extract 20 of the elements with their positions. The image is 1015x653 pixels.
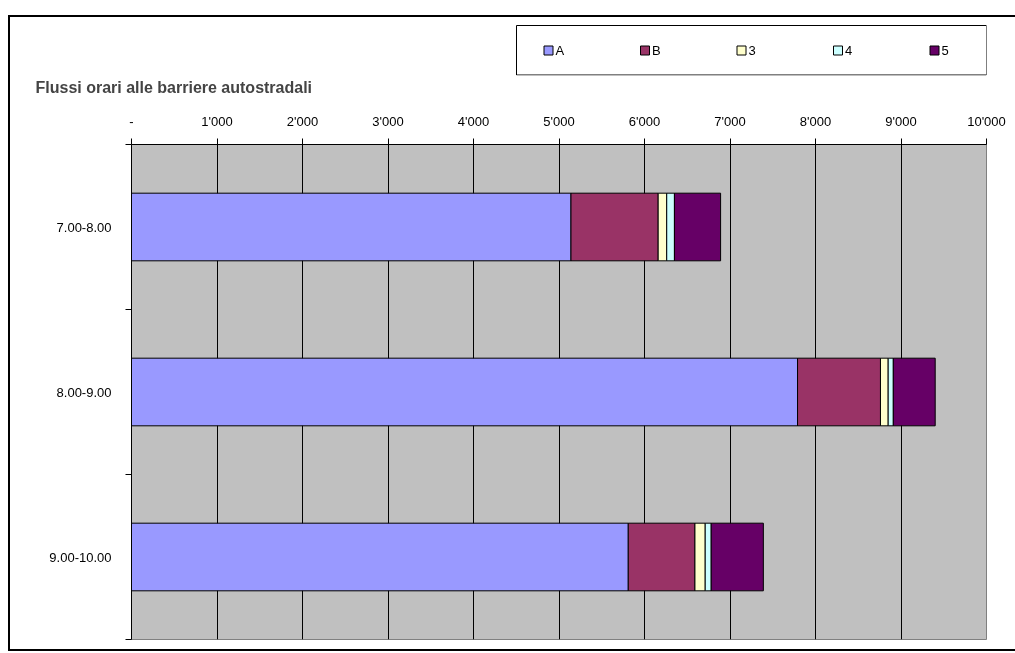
y-tick-label: 8.00-9.00 xyxy=(56,384,112,400)
legend-label: B xyxy=(652,43,661,58)
x-tick-label: 5'000 xyxy=(543,113,575,129)
chart-title: Flussi orari alle barriere autostradali xyxy=(35,78,313,96)
x-tick-label: 10'000 xyxy=(967,113,1006,129)
legend-label: A xyxy=(555,43,565,58)
x-tick-label: 8'000 xyxy=(799,113,832,129)
x-tick-label: 2'000 xyxy=(286,113,319,129)
x-tick-label: 1'000 xyxy=(201,113,233,129)
x-tick-label: 4'000 xyxy=(457,113,490,129)
x-tick-label: 6'000 xyxy=(628,113,661,129)
y-tick-label: 7.00-8.00 xyxy=(56,219,112,235)
y-tick-label: 9.00-10.00 xyxy=(49,549,112,565)
legend-label: 3 xyxy=(748,43,756,58)
x-tick-label: 3'000 xyxy=(372,113,404,129)
x-tick-label: 9'000 xyxy=(885,113,917,129)
x-tick-label: 7'000 xyxy=(714,113,746,129)
legend-label: 4 xyxy=(845,43,853,58)
x-tick-label: - xyxy=(129,113,134,129)
legend-label: 5 xyxy=(941,43,949,58)
